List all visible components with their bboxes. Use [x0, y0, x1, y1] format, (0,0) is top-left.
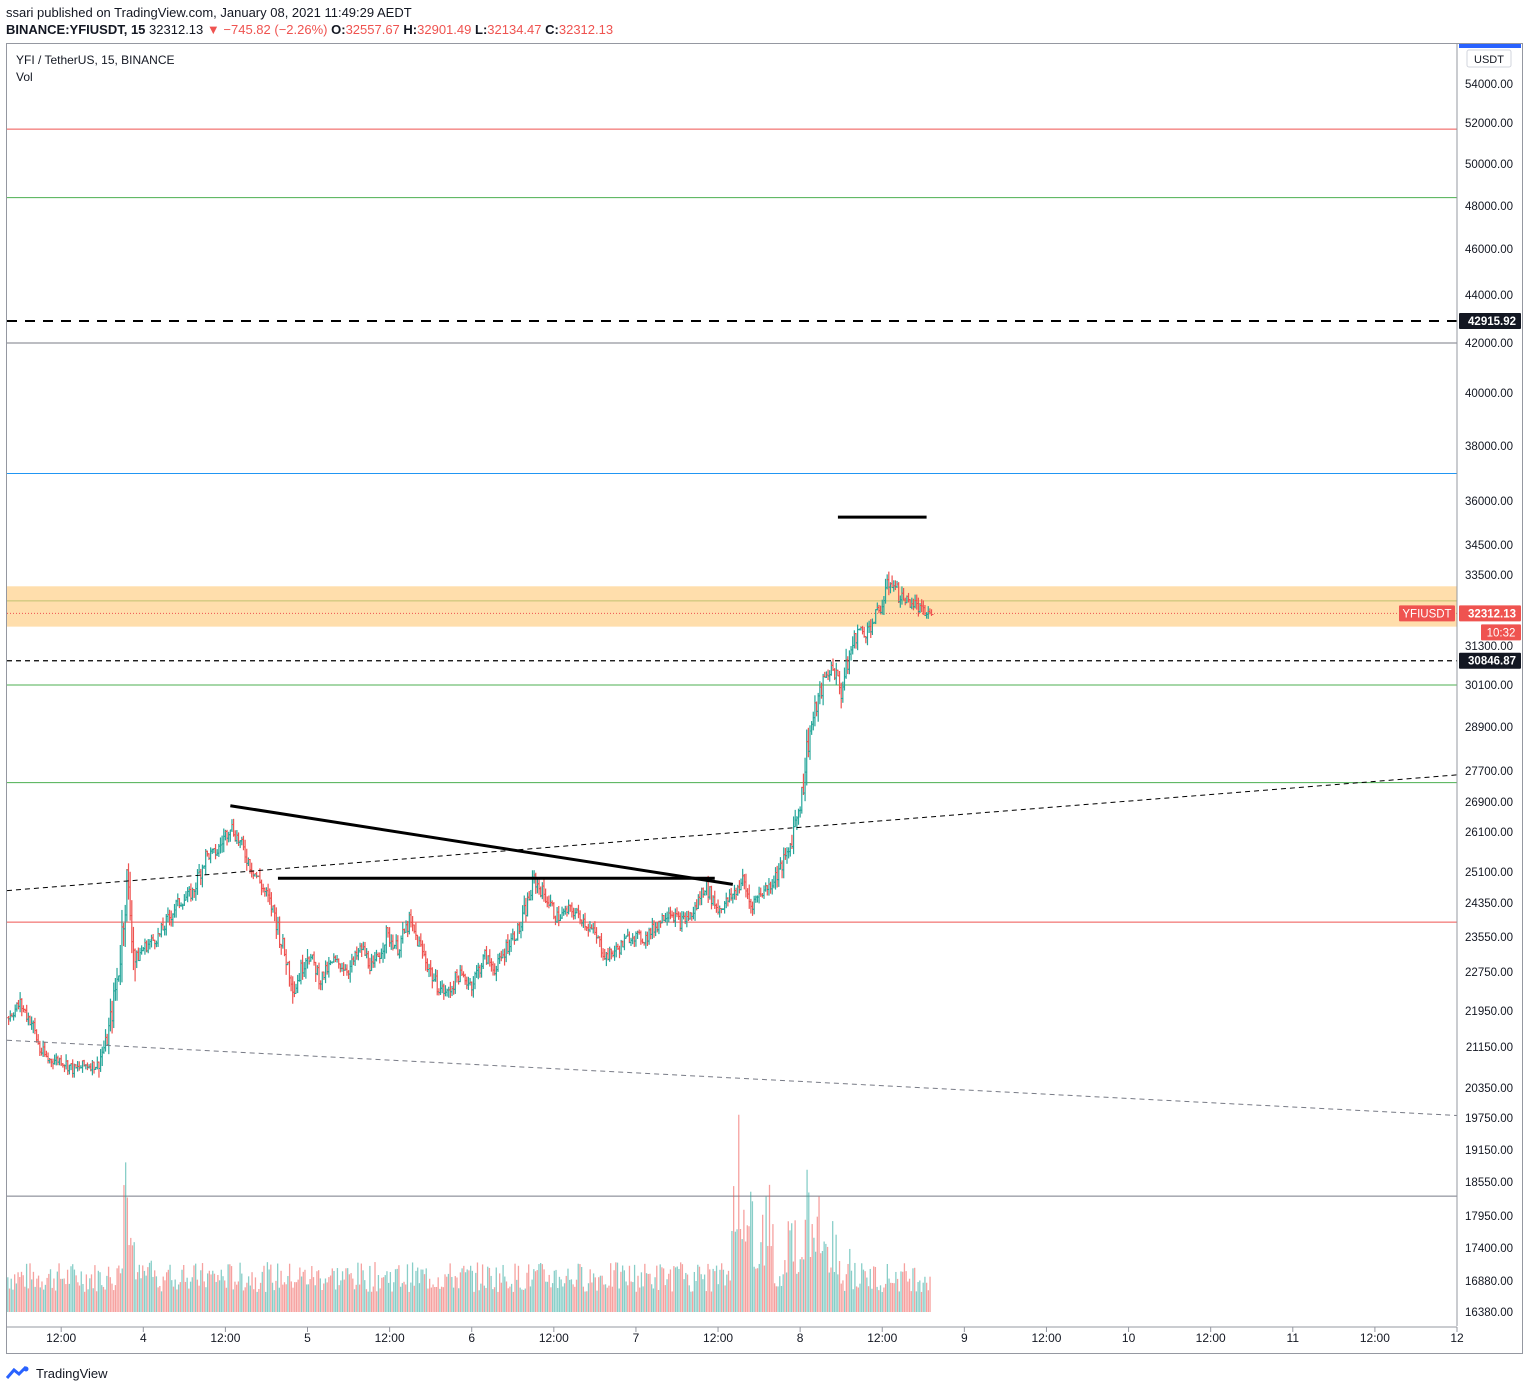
low-label: L:: [475, 22, 488, 37]
symbol: BINANCE:YFIUSDT, 15: [6, 22, 146, 37]
price-badge-value: 42915.92: [1468, 316, 1516, 328]
y-tick-label: 25100.00: [1465, 867, 1513, 879]
x-tick-label: 6: [468, 1331, 475, 1345]
symbol-badge-label: YFIUSDT: [1402, 608, 1451, 620]
footer: TradingView: [6, 1362, 108, 1384]
y-tick-label: 28900.00: [1465, 722, 1513, 734]
x-tick-label: 12:00: [867, 1331, 897, 1345]
open-label: O:: [331, 22, 346, 37]
countdown-badge: [1481, 624, 1521, 641]
y-tick-label: 19750.00: [1465, 1113, 1513, 1125]
currency-label: USDT: [1474, 54, 1504, 66]
high-value: 32901.49: [417, 22, 472, 37]
y-tick-label: 30100.00: [1465, 680, 1513, 692]
y-tick-label: 42000.00: [1465, 338, 1513, 350]
y-tick-label: 24350.00: [1465, 898, 1513, 910]
x-tick-label: 12:00: [703, 1331, 733, 1345]
x-tick-label: 7: [633, 1331, 640, 1345]
trend-line: [7, 774, 1458, 892]
y-tick-label: 20350.00: [1465, 1083, 1513, 1095]
trend-line: [7, 1039, 1458, 1116]
y-tick-label: 36000.00: [1465, 496, 1513, 508]
symbol-line: BINANCE:YFIUSDT, 15 32312.13 ▼ −745.82 (…: [6, 21, 613, 38]
close-label: C:: [545, 22, 559, 37]
y-tick-label: 27700.00: [1465, 766, 1513, 778]
price-badge: [1459, 652, 1521, 669]
y-tick-label: 33500.00: [1465, 570, 1513, 582]
price-change: −745.82 (−2.26%): [223, 22, 328, 37]
close-value: 32312.13: [558, 22, 614, 37]
y-tick-label: 17400.00: [1465, 1243, 1513, 1255]
y-tick-label: 16380.00: [1465, 1307, 1513, 1319]
open-value: 32557.67: [345, 22, 400, 37]
price-badge: [1459, 313, 1521, 330]
x-tick-label: 4: [140, 1331, 147, 1345]
y-tick-label: 44000.00: [1465, 290, 1513, 302]
currency-box: [1466, 49, 1512, 68]
y-tick-label: 19150.00: [1465, 1145, 1513, 1157]
y-tick-label: 40000.00: [1465, 388, 1513, 400]
publisher-line: ssari published on TradingView.com, Janu…: [6, 5, 412, 20]
price-badge: [1459, 605, 1521, 622]
x-tick-label: 12:00: [46, 1331, 76, 1345]
y-tick-label: 52000.00: [1465, 118, 1513, 130]
high-label: H:: [403, 22, 418, 37]
countdown-label: 10:32: [1487, 627, 1516, 639]
price-badge-value: 32312.13: [1468, 608, 1516, 620]
y-tick-label: 54000.00: [1465, 79, 1513, 91]
y-tick-label: 48000.00: [1465, 201, 1513, 213]
y-tick-label: 26100.00: [1465, 827, 1513, 839]
legend-title: YFI / TetherUS, 15, BINANCE: [16, 53, 175, 67]
x-tick-label: 11: [1287, 1331, 1300, 1345]
x-tick-label: 12:00: [210, 1331, 240, 1345]
y-tick-label: 22750.00: [1465, 967, 1513, 979]
y-tick-label: 16880.00: [1465, 1276, 1513, 1288]
x-tick-label: 8: [797, 1331, 804, 1345]
y-tick-label: 34500.00: [1465, 540, 1513, 552]
x-tick-label: 12:00: [375, 1331, 405, 1345]
trend-line: [230, 804, 734, 886]
y-tick-label: 50000.00: [1465, 159, 1513, 171]
y-tick-label: 31300.00: [1465, 641, 1513, 653]
legend-vol: Vol: [16, 70, 33, 84]
symbol-badge: [1399, 605, 1455, 622]
y-tick-label: 17950.00: [1465, 1211, 1513, 1223]
x-tick-label: 5: [304, 1331, 311, 1345]
chart-header: ssari published on TradingView.com, Janu…: [6, 4, 613, 38]
x-tick-label: 12:00: [1031, 1331, 1061, 1345]
y-tick-label: 21150.00: [1466, 1042, 1513, 1054]
down-arrow-icon: ▼: [206, 22, 220, 37]
footer-brand[interactable]: TradingView: [36, 1365, 108, 1381]
last-price: 32312.13: [149, 22, 204, 37]
support-zone: [7, 586, 1457, 627]
x-tick-label: 12: [1450, 1331, 1464, 1345]
y-tick-label: 46000.00: [1465, 244, 1513, 256]
chart-frame[interactable]: 54000.00 52000.00 50000.00 48000.00 46000.00…: [6, 43, 1523, 1354]
offscreen-price-badge: [1459, 44, 1521, 48]
price-badge-value: 30846.87: [1468, 656, 1516, 668]
x-tick-label: 9: [961, 1331, 968, 1345]
price-chart[interactable]: 54000.00 52000.00 50000.00 48000.00 46000.00…: [7, 44, 1522, 1353]
tradingview-logo-icon: [6, 1366, 29, 1379]
x-tick-label: 12:00: [1360, 1331, 1390, 1345]
y-tick-label: 18550.00: [1465, 1177, 1513, 1189]
y-tick-label: 26900.00: [1465, 797, 1513, 809]
y-tick-label: 23550.00: [1465, 932, 1513, 944]
x-tick-label: 10: [1122, 1331, 1136, 1345]
y-tick-label: 21950.00: [1465, 1006, 1513, 1018]
x-tick-label: 12:00: [539, 1331, 569, 1345]
y-tick-label: 38000.00: [1465, 441, 1513, 453]
x-tick-label: 12:00: [1196, 1331, 1226, 1345]
low-value: 32134.47: [487, 22, 542, 37]
